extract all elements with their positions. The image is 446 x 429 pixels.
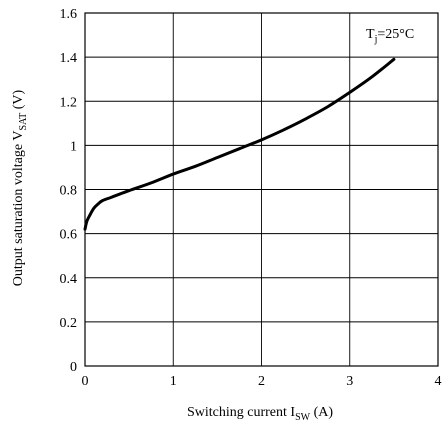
- x-tick-label: 0: [82, 374, 89, 389]
- annotation-rest: =25°C: [377, 27, 414, 42]
- y-axis-label-subscript: SAT: [18, 113, 29, 131]
- annotation-main: T: [366, 27, 375, 42]
- x-axis-label-unit: (A): [310, 405, 333, 420]
- y-tick-label: 1.6: [60, 7, 78, 22]
- tick-labels: 0 1 2 3 4 0 0.2 0.4 0.6 0.8 1 1.2 1.4 1.6: [60, 7, 442, 389]
- annotation-subscript: j: [374, 34, 378, 45]
- x-tick-label: 3: [346, 374, 353, 389]
- saturation-voltage-curve: [83, 57, 396, 231]
- y-axis-label-main: Output saturation voltage V: [11, 131, 26, 287]
- y-axis-label-unit: (V): [11, 89, 26, 112]
- y-tick-label: 0: [70, 360, 77, 375]
- x-tick-label: 2: [258, 374, 265, 389]
- y-axis-label: Output saturation voltage VSAT (V): [11, 89, 29, 286]
- series-layer: [83, 57, 396, 231]
- y-tick-label: 0.8: [60, 184, 78, 199]
- x-axis-label-main: Switching current I: [187, 405, 295, 420]
- x-tick-label: 1: [170, 374, 177, 389]
- y-tick-label: 0.6: [60, 228, 78, 243]
- y-tick-label: 1.4: [60, 51, 78, 66]
- y-tick-label: 0.4: [60, 272, 78, 287]
- plot-frame: [84, 12, 439, 367]
- x-axis-label: Switching current ISW (A): [187, 405, 333, 423]
- y-tick-label: 1: [70, 139, 77, 154]
- x-axis-label-subscript: SW: [295, 412, 311, 423]
- x-tick-label: 4: [435, 374, 442, 389]
- y-tick-label: 1.2: [60, 95, 78, 110]
- y-tick-label: 0.2: [60, 316, 78, 331]
- temperature-annotation: Tj=25°C: [366, 27, 414, 45]
